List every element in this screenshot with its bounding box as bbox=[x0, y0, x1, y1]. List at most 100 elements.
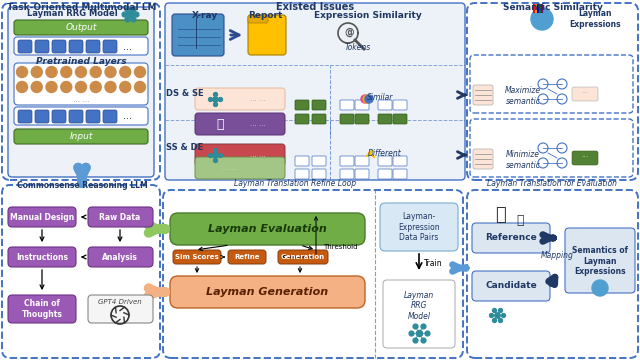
Circle shape bbox=[17, 66, 28, 77]
Circle shape bbox=[120, 82, 131, 93]
Text: Layman RRG Model: Layman RRG Model bbox=[27, 9, 117, 19]
Text: Train: Train bbox=[424, 258, 442, 268]
Text: Threshold: Threshold bbox=[323, 244, 357, 250]
FancyBboxPatch shape bbox=[572, 87, 598, 101]
FancyBboxPatch shape bbox=[378, 100, 392, 110]
FancyBboxPatch shape bbox=[86, 110, 100, 123]
FancyBboxPatch shape bbox=[473, 85, 493, 105]
Point bbox=[210, 101, 220, 107]
Text: Analysis: Analysis bbox=[102, 253, 138, 261]
FancyBboxPatch shape bbox=[355, 114, 369, 124]
Point bbox=[406, 330, 416, 336]
FancyBboxPatch shape bbox=[14, 63, 148, 105]
Text: Candidate: Candidate bbox=[485, 281, 537, 290]
Point bbox=[210, 96, 220, 102]
Text: Similar: Similar bbox=[367, 93, 393, 102]
FancyBboxPatch shape bbox=[69, 110, 83, 123]
FancyBboxPatch shape bbox=[393, 114, 407, 124]
Point bbox=[492, 312, 502, 318]
Text: Maximize
semantic: Maximize semantic bbox=[505, 86, 541, 106]
FancyBboxPatch shape bbox=[14, 129, 148, 144]
Point bbox=[414, 330, 424, 336]
FancyBboxPatch shape bbox=[248, 15, 286, 55]
Text: DS & SE: DS & SE bbox=[166, 89, 204, 98]
FancyBboxPatch shape bbox=[393, 100, 407, 110]
FancyBboxPatch shape bbox=[14, 20, 148, 35]
FancyBboxPatch shape bbox=[383, 280, 455, 348]
Point bbox=[131, 11, 141, 17]
FancyBboxPatch shape bbox=[195, 88, 285, 110]
Text: SS & DE: SS & DE bbox=[166, 143, 204, 152]
Text: X-ray: X-ray bbox=[192, 12, 218, 20]
FancyBboxPatch shape bbox=[340, 100, 354, 110]
Text: Tokens: Tokens bbox=[345, 42, 371, 52]
FancyBboxPatch shape bbox=[278, 250, 328, 264]
Text: Commonsense Reasoning LLM: Commonsense Reasoning LLM bbox=[17, 180, 147, 189]
Text: Layman Translation for Evaluation: Layman Translation for Evaluation bbox=[487, 179, 617, 188]
Text: Generation: Generation bbox=[281, 254, 325, 260]
Circle shape bbox=[134, 82, 145, 93]
Text: Report: Report bbox=[248, 12, 282, 20]
FancyBboxPatch shape bbox=[295, 156, 309, 166]
Point bbox=[122, 16, 132, 22]
FancyBboxPatch shape bbox=[195, 144, 285, 166]
Text: Output: Output bbox=[65, 23, 97, 32]
Point bbox=[418, 337, 428, 343]
FancyBboxPatch shape bbox=[52, 110, 66, 123]
Circle shape bbox=[17, 82, 28, 93]
Circle shape bbox=[76, 66, 86, 77]
Text: ···: ··· bbox=[581, 90, 589, 98]
Point bbox=[125, 11, 135, 17]
Text: Raw Data: Raw Data bbox=[99, 212, 141, 221]
Point bbox=[205, 152, 215, 158]
Point bbox=[210, 147, 220, 153]
Text: Expression Similarity: Expression Similarity bbox=[314, 12, 422, 20]
Circle shape bbox=[46, 66, 57, 77]
Text: Refine: Refine bbox=[234, 254, 260, 260]
Text: Input: Input bbox=[69, 132, 93, 141]
FancyBboxPatch shape bbox=[35, 40, 49, 53]
Text: ...: ... bbox=[122, 42, 131, 52]
FancyBboxPatch shape bbox=[8, 247, 76, 267]
Circle shape bbox=[31, 66, 42, 77]
FancyBboxPatch shape bbox=[472, 271, 550, 301]
Point bbox=[410, 337, 420, 343]
FancyBboxPatch shape bbox=[228, 250, 266, 264]
Text: Layman Generation: Layman Generation bbox=[206, 287, 328, 297]
Text: Layman
Expressions: Layman Expressions bbox=[569, 9, 621, 29]
FancyBboxPatch shape bbox=[172, 14, 224, 56]
FancyBboxPatch shape bbox=[355, 169, 369, 179]
FancyBboxPatch shape bbox=[312, 100, 326, 110]
FancyBboxPatch shape bbox=[355, 156, 369, 166]
Circle shape bbox=[592, 280, 608, 296]
FancyBboxPatch shape bbox=[8, 207, 76, 227]
Circle shape bbox=[31, 82, 42, 93]
FancyBboxPatch shape bbox=[393, 156, 407, 166]
Point bbox=[495, 307, 505, 313]
FancyBboxPatch shape bbox=[378, 156, 392, 166]
FancyBboxPatch shape bbox=[69, 40, 83, 53]
FancyBboxPatch shape bbox=[312, 156, 326, 166]
Circle shape bbox=[61, 82, 72, 93]
Circle shape bbox=[90, 82, 101, 93]
Text: ···: ··· bbox=[581, 154, 589, 163]
Point bbox=[215, 152, 225, 158]
Text: Instructions: Instructions bbox=[16, 253, 68, 261]
Circle shape bbox=[531, 8, 553, 30]
Point bbox=[119, 11, 129, 17]
Text: ... ...: ... ... bbox=[250, 152, 266, 158]
FancyBboxPatch shape bbox=[378, 114, 392, 124]
Text: ... ...: ... ... bbox=[250, 96, 266, 102]
FancyBboxPatch shape bbox=[88, 295, 153, 323]
Text: 👥: 👥 bbox=[516, 213, 524, 227]
FancyBboxPatch shape bbox=[295, 169, 309, 179]
Text: Mapping: Mapping bbox=[541, 250, 573, 260]
Point bbox=[210, 91, 220, 97]
FancyBboxPatch shape bbox=[88, 207, 153, 227]
Point bbox=[215, 96, 225, 102]
FancyBboxPatch shape bbox=[14, 37, 148, 55]
FancyBboxPatch shape bbox=[340, 156, 354, 166]
Point bbox=[489, 307, 499, 313]
FancyBboxPatch shape bbox=[195, 157, 285, 179]
Text: Reference: Reference bbox=[485, 233, 537, 242]
